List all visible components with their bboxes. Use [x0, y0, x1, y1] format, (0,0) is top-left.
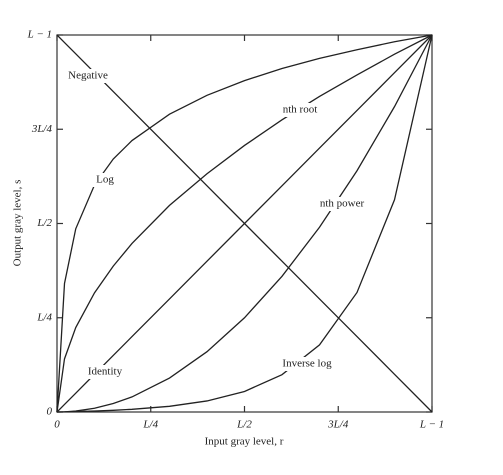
y-tick-label: L/4 — [36, 311, 52, 323]
curve-label: Log — [96, 174, 114, 186]
y-tick-label: L − 1 — [27, 29, 52, 41]
curve — [56, 34, 433, 413]
y-tick-label: L/2 — [36, 217, 52, 229]
curve — [56, 34, 433, 413]
curve — [56, 34, 433, 413]
curve-label-bg — [79, 173, 131, 187]
x-tick-label: L − 1 — [419, 419, 444, 431]
y-axis-label: Output gray level, s — [12, 180, 24, 267]
curve-label: nth power — [320, 198, 365, 210]
x-tick-label: 3L/4 — [327, 419, 349, 431]
curve — [56, 34, 433, 413]
curve — [56, 34, 433, 413]
y-tick-label: 0 — [47, 406, 53, 418]
curve — [56, 34, 433, 413]
curve-label-bg — [79, 365, 131, 379]
x-tick-label: 0 — [54, 419, 60, 431]
curve-label: Identity — [88, 366, 123, 378]
x-tick-label: L/2 — [236, 419, 252, 431]
y-tick-label: 3L/4 — [31, 123, 53, 135]
curve-label-bg — [62, 69, 114, 83]
curve-label-bg — [274, 103, 326, 117]
x-axis-label: Input gray level, r — [205, 436, 284, 448]
curve-label: nth root — [283, 104, 318, 116]
curve-label: Inverse log — [282, 358, 332, 370]
curve-label-bg — [316, 197, 368, 211]
curve-label-bg — [281, 357, 333, 371]
curve-label: Negative — [68, 70, 108, 82]
x-tick-label: L/4 — [142, 419, 158, 431]
